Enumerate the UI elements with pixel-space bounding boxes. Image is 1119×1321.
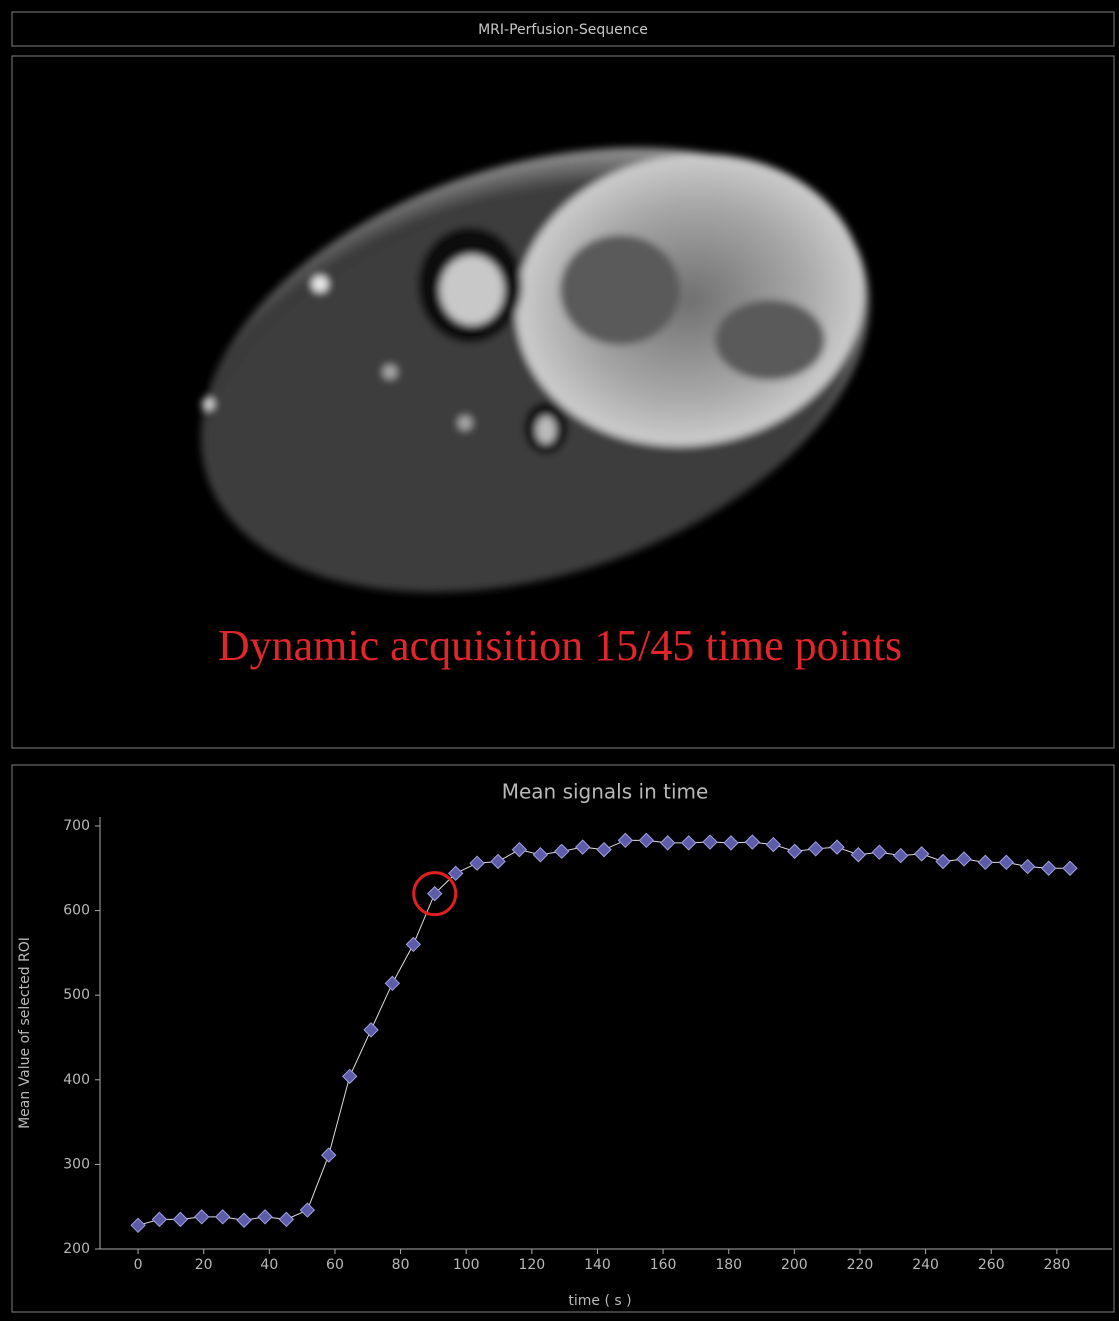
data-point: [1021, 860, 1035, 874]
data-point: [216, 1210, 230, 1224]
data-point: [364, 1023, 378, 1037]
data-point: [1063, 861, 1077, 875]
data-point: [258, 1210, 272, 1224]
x-tick-label: 160: [650, 1257, 677, 1273]
x-tick-label: 180: [715, 1257, 742, 1273]
data-point: [872, 845, 886, 859]
data-point: [470, 856, 484, 870]
x-tick-label: 280: [1044, 1257, 1071, 1273]
page: MRI-Perfusion-Sequence Dynamic acquisiti…: [0, 0, 1119, 1317]
data-point: [851, 848, 865, 862]
data-point: [195, 1210, 209, 1224]
y-tick-label: 600: [63, 903, 90, 919]
window-title: MRI-Perfusion-Sequence: [478, 22, 648, 38]
data-point: [131, 1218, 145, 1232]
data-point: [1042, 861, 1056, 875]
data-point: [597, 843, 611, 857]
data-point: [830, 840, 844, 854]
data-point: [999, 855, 1013, 869]
data-point: [766, 838, 780, 852]
data-point: [894, 849, 908, 863]
x-tick-label: 80: [392, 1257, 410, 1273]
data-point: [406, 937, 420, 951]
data-point: [745, 835, 759, 849]
data-point: [639, 833, 653, 847]
x-tick-label: 240: [912, 1257, 939, 1273]
chart-title: Mean signals in time: [502, 780, 709, 804]
app-window: MRI-Perfusion-Sequence Dynamic acquisiti…: [0, 0, 1119, 1317]
data-point: [173, 1212, 187, 1226]
data-point: [491, 855, 505, 869]
data-point: [279, 1212, 293, 1226]
data-point: [533, 848, 547, 862]
data-point: [300, 1203, 314, 1217]
data-point: [385, 976, 399, 990]
y-tick-label: 200: [63, 1241, 90, 1257]
data-point: [343, 1069, 357, 1083]
data-point: [703, 835, 717, 849]
y-tick-label: 500: [63, 987, 90, 1003]
series-line: [138, 840, 1070, 1225]
data-point: [915, 847, 929, 861]
data-point: [152, 1212, 166, 1226]
data-point: [237, 1213, 251, 1227]
data-point: [724, 836, 738, 850]
x-axis-label: time ( s ): [568, 1293, 631, 1309]
data-point: [957, 852, 971, 866]
data-point: [682, 836, 696, 850]
x-tick-label: 140: [584, 1257, 611, 1273]
x-tick-label: 260: [978, 1257, 1005, 1273]
x-tick-label: 40: [260, 1257, 278, 1273]
data-point: [978, 855, 992, 869]
data-point: [512, 843, 526, 857]
x-tick-label: 120: [518, 1257, 545, 1273]
x-tick-label: 0: [134, 1257, 143, 1273]
data-point: [322, 1148, 336, 1162]
data-point: [555, 844, 569, 858]
mri-image: [144, 68, 927, 671]
x-tick-label: 20: [195, 1257, 213, 1273]
data-point: [576, 840, 590, 854]
y-tick-label: 400: [63, 1072, 90, 1088]
y-tick-label: 700: [63, 818, 90, 834]
y-axis-label: Mean Value of selected ROI: [17, 937, 33, 1129]
y-tick-label: 300: [63, 1156, 90, 1172]
x-tick-label: 60: [326, 1257, 344, 1273]
x-tick-label: 200: [781, 1257, 808, 1273]
data-point: [788, 844, 802, 858]
image-caption: Dynamic acquisition 15/45 time points: [218, 621, 902, 670]
data-point: [618, 833, 632, 847]
x-tick-label: 100: [453, 1257, 480, 1273]
data-point: [809, 842, 823, 856]
x-tick-label: 220: [847, 1257, 874, 1273]
data-point: [661, 836, 675, 850]
data-point: [936, 855, 950, 869]
